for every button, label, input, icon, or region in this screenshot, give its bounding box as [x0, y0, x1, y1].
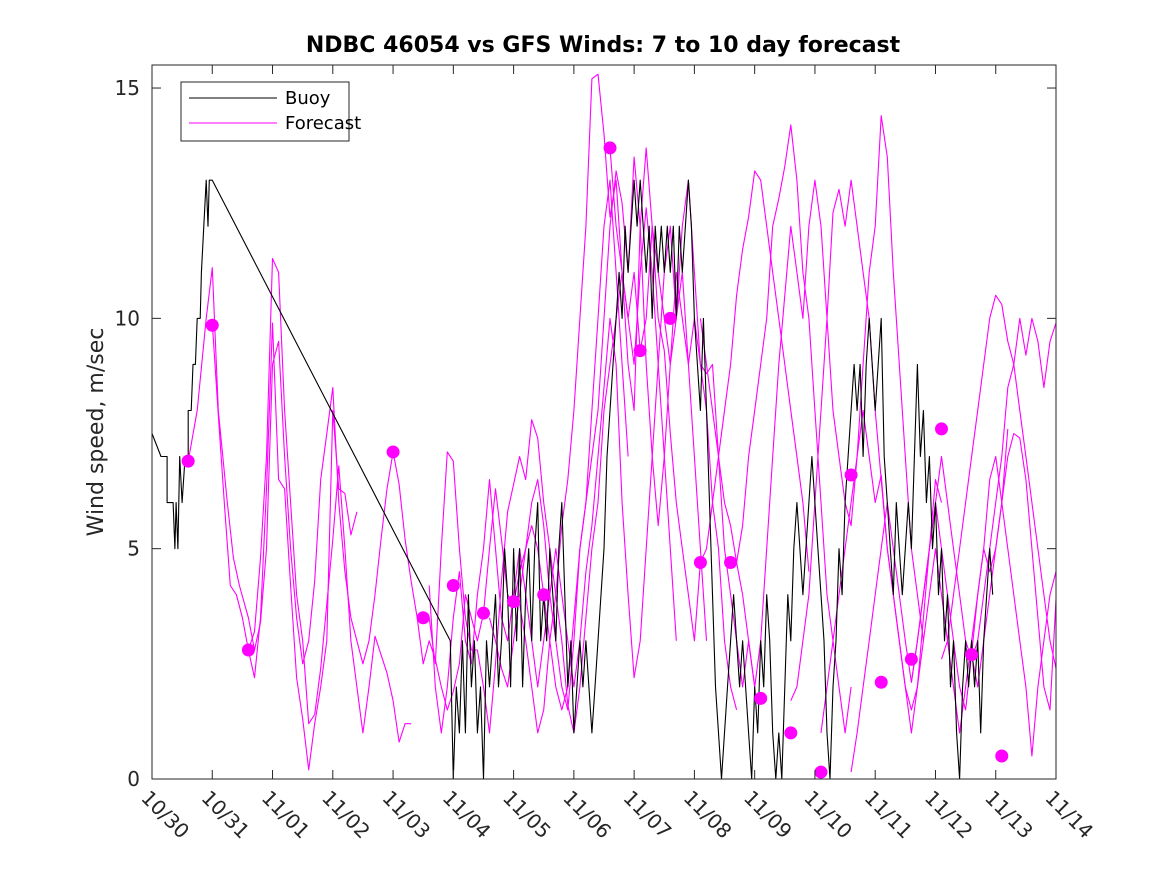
series-line-buoy — [152, 179, 994, 779]
axes-box — [151, 64, 1057, 780]
y-tick-label: 0 — [127, 767, 140, 791]
y-tick-label: 15 — [115, 76, 140, 100]
forecast-start-marker — [874, 675, 888, 689]
forecast-start-marker — [965, 648, 979, 662]
forecast-start-marker — [181, 454, 195, 468]
series-line-forecast-14 — [850, 317, 1056, 773]
forecast-start-marker — [844, 468, 858, 482]
y-axis-label: Wind speed, m/sec — [84, 328, 109, 537]
legend: Buoy Forecast — [180, 81, 361, 142]
series-line-forecast-10 — [699, 124, 852, 734]
forecast-start-marker — [724, 555, 738, 569]
series-group — [152, 73, 1056, 779]
forecast-start-marker — [603, 141, 617, 155]
forecast-start-marker — [814, 765, 828, 779]
forecast-start-marker — [476, 606, 490, 620]
series-line-forecast-2 — [211, 257, 412, 743]
forecast-start-marker — [633, 344, 647, 358]
forecast-start-marker — [416, 611, 430, 625]
series-line-forecast-11 — [736, 115, 924, 688]
series-line-forecast-6 — [428, 225, 708, 734]
forecast-start-marker — [693, 555, 707, 569]
forecast-start-marker — [507, 595, 521, 609]
series-line-forecast-17 — [971, 432, 1056, 711]
forecast-start-marker — [537, 588, 551, 602]
series-line-forecast-3 — [247, 322, 358, 771]
forecast-start-marker — [784, 726, 798, 740]
forecast-start-marker — [663, 311, 677, 325]
series-line-forecast-12 — [790, 179, 943, 734]
y-tick-label: 5 — [127, 537, 140, 561]
series-line-forecast-1 — [187, 267, 394, 665]
legend-label-buoy: Buoy — [285, 88, 331, 109]
forecast-start-marker — [205, 318, 219, 332]
series-line-forecast-9 — [609, 147, 810, 642]
legend-box — [180, 81, 350, 142]
series-line-forecast-16 — [940, 294, 1056, 669]
forecast-start-marker — [241, 643, 255, 657]
legend-label-forecast: Forecast — [285, 113, 361, 134]
plot-area — [152, 73, 1056, 779]
forecast-start-marker — [386, 445, 400, 459]
y-tick-label: 10 — [115, 306, 140, 330]
forecast-start-marker — [446, 579, 460, 593]
forecast-start-marker — [904, 652, 918, 666]
forecast-start-marker — [934, 422, 948, 436]
chart-title: NDBC 46054 vs GFS Winds: 7 to 10 day for… — [306, 33, 901, 58]
forecast-start-marker — [754, 691, 768, 705]
forecast-start-marker — [995, 749, 1009, 763]
